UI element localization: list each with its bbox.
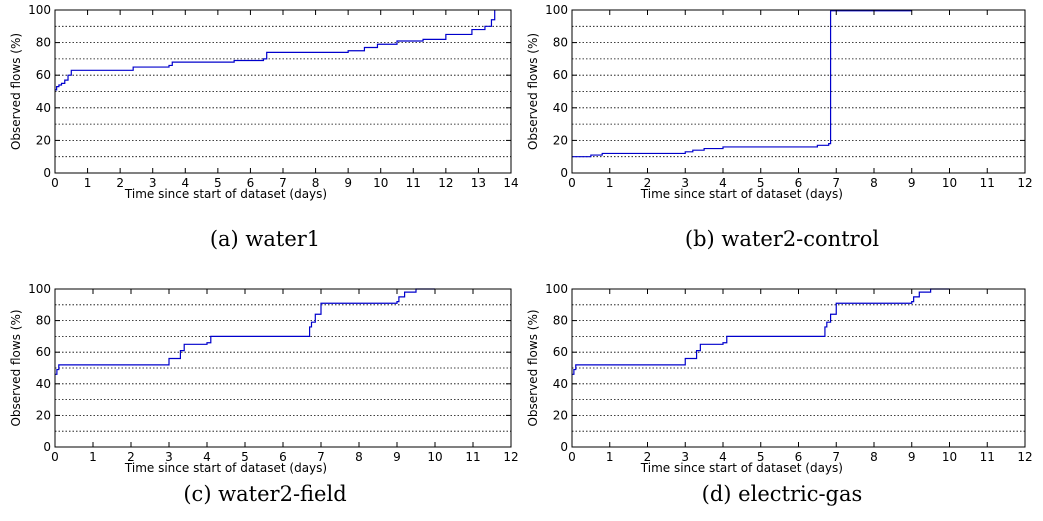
y-tick-label: 80 [36,314,51,328]
x-tick-label: 4 [719,176,727,190]
x-axis-label: Time since start of dataset (days) [124,461,327,475]
y-tick-label: 40 [36,377,51,391]
y-tick-label: 80 [36,36,51,50]
y-tick-label: 0 [560,166,568,180]
x-tick-label: 12 [1017,450,1032,464]
y-tick-label: 20 [36,408,51,422]
x-tick-label: 12 [1017,176,1032,190]
y-tick-label: 80 [553,36,568,50]
x-tick-label: 4 [203,450,211,464]
x-axis-label: Time since start of dataset (days) [124,187,327,201]
x-tick-label: 10 [942,176,957,190]
x-tick-label: 13 [471,176,486,190]
y-tick-label: 0 [560,440,568,454]
y-tick-label: 60 [36,68,51,82]
y-tick-label: 40 [553,101,568,115]
x-tick-label: 1 [606,176,614,190]
x-tick-label: 9 [393,450,401,464]
x-tick-label: 7 [317,450,325,464]
y-tick-label: 100 [545,282,568,296]
x-tick-label: 6 [247,176,255,190]
panel-caption: (d) electric-gas [702,482,863,506]
x-tick-label: 6 [795,176,803,190]
x-tick-label: 8 [870,176,878,190]
y-tick-label: 0 [43,440,51,454]
x-tick-label: 3 [149,176,157,190]
x-tick-label: 9 [908,450,916,464]
x-tick-label: 1 [89,450,97,464]
x-tick-label: 3 [165,450,173,464]
y-tick-label: 60 [36,345,51,359]
y-tick-label: 40 [553,377,568,391]
x-tick-label: 3 [681,176,689,190]
y-tick-label: 20 [36,133,51,147]
x-tick-label: 7 [279,176,287,190]
y-tick-label: 20 [553,408,568,422]
x-tick-label: 12 [438,176,453,190]
x-tick-label: 11 [980,176,995,190]
series-line-1 [572,10,912,158]
x-tick-label: 12 [503,450,518,464]
y-axis-label: Observed flows (%) [526,309,540,426]
x-axis-label: Time since start of dataset (days) [640,187,843,201]
x-tick-label: 10 [373,176,388,190]
x-tick-label: 9 [908,176,916,190]
x-tick-label: 14 [503,176,518,190]
x-tick-label: 2 [644,450,652,464]
x-tick-label: 5 [241,450,249,464]
x-tick-label: 0 [51,450,59,464]
x-tick-label: 10 [942,450,957,464]
x-tick-label: 4 [719,450,727,464]
x-tick-label: 9 [344,176,352,190]
x-tick-label: 1 [84,176,92,190]
y-tick-label: 60 [553,345,568,359]
x-tick-label: 8 [355,450,363,464]
y-tick-label: 100 [28,282,51,296]
x-tick-label: 6 [795,450,803,464]
x-tick-label: 8 [870,450,878,464]
y-axis-label: Observed flows (%) [9,33,23,150]
panel-caption: (c) water2-field [183,482,346,506]
x-tick-label: 11 [980,450,995,464]
x-tick-label: 2 [116,176,124,190]
x-tick-label: 10 [427,450,442,464]
x-tick-label: 5 [757,450,765,464]
y-tick-label: 0 [43,166,51,180]
panel-caption: (b) water2-control [685,227,879,251]
series-line-1 [55,288,435,375]
x-tick-label: 7 [832,450,840,464]
x-tick-label: 7 [832,176,840,190]
x-tick-label: 0 [568,450,576,464]
x-tick-label: 3 [681,450,689,464]
y-tick-label: 80 [553,314,568,328]
x-tick-label: 4 [181,176,189,190]
series-line-1 [55,10,496,91]
y-tick-label: 20 [553,133,568,147]
x-tick-label: 11 [465,450,480,464]
x-tick-label: 0 [51,176,59,190]
x-tick-label: 1 [606,450,614,464]
x-tick-label: 2 [127,450,135,464]
y-tick-label: 40 [36,101,51,115]
x-tick-label: 8 [312,176,320,190]
x-tick-label: 5 [757,176,765,190]
y-tick-label: 100 [28,3,51,17]
x-tick-label: 2 [644,176,652,190]
x-tick-label: 5 [214,176,222,190]
y-axis-label: Observed flows (%) [9,309,23,426]
y-tick-label: 100 [545,3,568,17]
x-tick-label: 6 [279,450,287,464]
y-tick-label: 60 [553,68,568,82]
x-tick-label: 11 [406,176,421,190]
series-line-1 [572,288,950,375]
x-axis-label: Time since start of dataset (days) [640,461,843,475]
x-tick-label: 0 [568,176,576,190]
panel-caption: (a) water1 [210,227,320,251]
y-axis-label: Observed flows (%) [526,33,540,150]
